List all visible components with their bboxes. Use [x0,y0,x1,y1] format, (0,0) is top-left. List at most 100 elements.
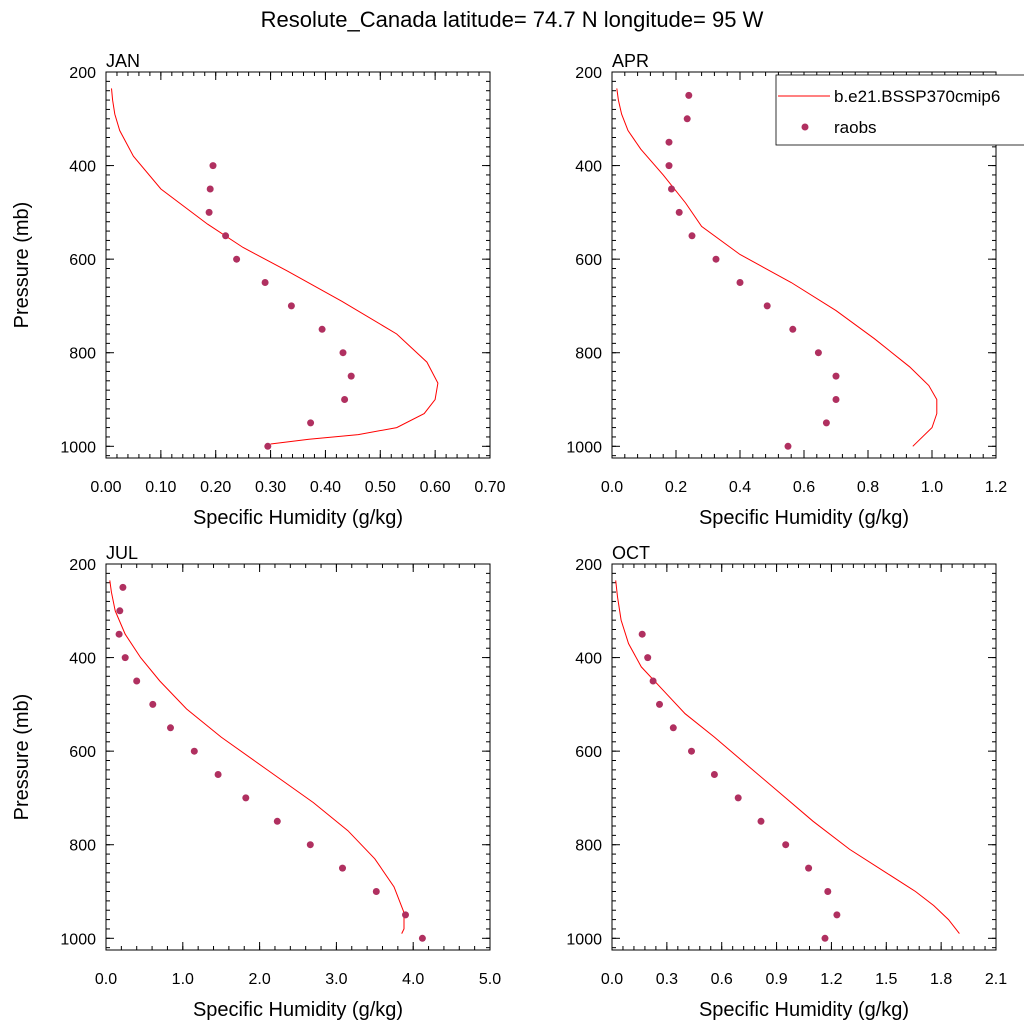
raobs-point [306,841,314,849]
raobs-point [318,325,326,333]
x-tick-label: 1.2 [985,479,1007,496]
model-profile-line [111,88,439,445]
raobs-point [242,794,250,802]
model-profile-line [109,580,405,934]
raobs-point [649,677,657,685]
x-tick-label: 5.0 [479,971,501,988]
raobs-point [712,255,720,263]
raobs-point [832,372,840,380]
x-tick-label: 0.6 [793,479,815,496]
y-tick-label: 1000 [566,931,602,948]
panel-title: JUL [106,543,138,563]
raobs-point [734,794,742,802]
raobs-point [688,747,695,755]
y-tick-label: 400 [69,159,96,176]
x-tick-label: 3.0 [325,971,347,988]
x-tick-label: 2.1 [985,971,1007,988]
panel-grid: 0.00 0.10 0.20 0.30 0.40 0.50 0.60 0.70 200 400 60… [11,51,1007,1021]
raobs-point [685,91,693,99]
x-tick-label: 4.0 [402,971,424,988]
raobs-point [418,934,426,942]
plot-frame [611,563,997,951]
x-tick-label: 1.0 [172,971,194,988]
y-tick-label: 400 [575,159,602,176]
model-profile-line [616,88,938,447]
y-tick-label: 800 [575,346,602,363]
raobs-point [832,396,840,403]
x-tick-label: 0.3 [656,971,678,988]
y-tick-label: 200 [69,557,96,574]
x-tick-label: 0.00 [90,479,121,496]
raobs-point [824,888,832,895]
raobs-point [833,911,841,919]
x-tick-label: 0.6 [711,971,733,988]
raobs-point [261,279,269,286]
x-tick-label: 0.30 [255,479,286,496]
raobs-point [233,255,241,263]
x-tick-label: 0.50 [365,479,396,496]
x-tick-label: 0.2 [665,479,687,496]
raobs-point [205,208,213,216]
raobs-point [736,279,744,286]
x-tick-label: 1.5 [875,971,897,988]
x-tick-label: 1.2 [820,971,842,988]
raobs-point [347,372,355,380]
figure-title: Resolute_Canada latitude= 74.7 N longitu… [261,7,764,32]
x-tick-label: 1.8 [930,971,952,988]
panel-jul: 0.0 1.0 2.0 3.0 4.0 5.0 200 400 600 800 1000 JUL Spe… [11,543,501,1021]
raobs-point [149,700,157,708]
raobs-point [167,724,174,732]
raobs-point [644,654,652,662]
raobs-point [190,747,198,755]
raobs-point [214,771,222,778]
raobs-point [665,162,673,170]
raobs-point [209,162,217,170]
raobs-point [206,185,214,193]
panel-title: OCT [612,543,650,563]
y-tick-label: 1000 [60,439,96,456]
legend-obs-label: raobs [834,118,877,137]
raobs-point [782,841,790,849]
raobs-point [264,442,272,450]
y-tick-label: 800 [69,346,96,363]
y-tick-label: 600 [69,744,96,761]
raobs-point [822,419,830,427]
x-tick-label: 0.0 [95,971,117,988]
y-tick-label: 600 [69,252,96,269]
y-tick-label: 600 [575,744,602,761]
y-tick-label: 800 [575,838,602,855]
y-tick-label: 200 [575,557,602,574]
y-tick-label: 800 [69,838,96,855]
x-tick-label: 0.4 [729,479,751,496]
y-tick-label: 400 [69,651,96,668]
raobs-point [121,654,129,662]
x-tick-label: 0.40 [310,479,341,496]
raobs-point [287,302,295,310]
x-tick-label: 2.0 [248,971,270,988]
raobs-point [710,771,718,778]
x-tick-label: 0.9 [765,971,787,988]
legend: b.e21.BSSP370cmip6 raobs [775,74,1024,146]
raobs-point [133,677,141,685]
raobs-point [814,349,822,357]
raobs-point [763,302,771,310]
y-axis-label: Pressure (mb) [11,202,33,329]
raobs-point [675,208,683,216]
x-tick-label: 0.70 [474,479,505,496]
raobs-point [757,817,765,825]
raobs-point [789,325,797,333]
raobs-point [222,232,230,240]
x-tick-label: 0.8 [857,479,879,496]
raobs-point [638,630,646,638]
y-axis-label: Pressure (mb) [11,694,33,821]
plot-frame [105,563,491,951]
x-axis-label: Specific Humidity (g/kg) [193,999,403,1021]
x-tick-label: 0.60 [420,479,451,496]
raobs-point [821,934,829,942]
raobs-point [115,630,123,638]
model-profile-line [615,580,960,934]
raobs-point [339,864,346,872]
y-tick-label: 400 [575,651,602,668]
y-tick-label: 1000 [566,439,602,456]
